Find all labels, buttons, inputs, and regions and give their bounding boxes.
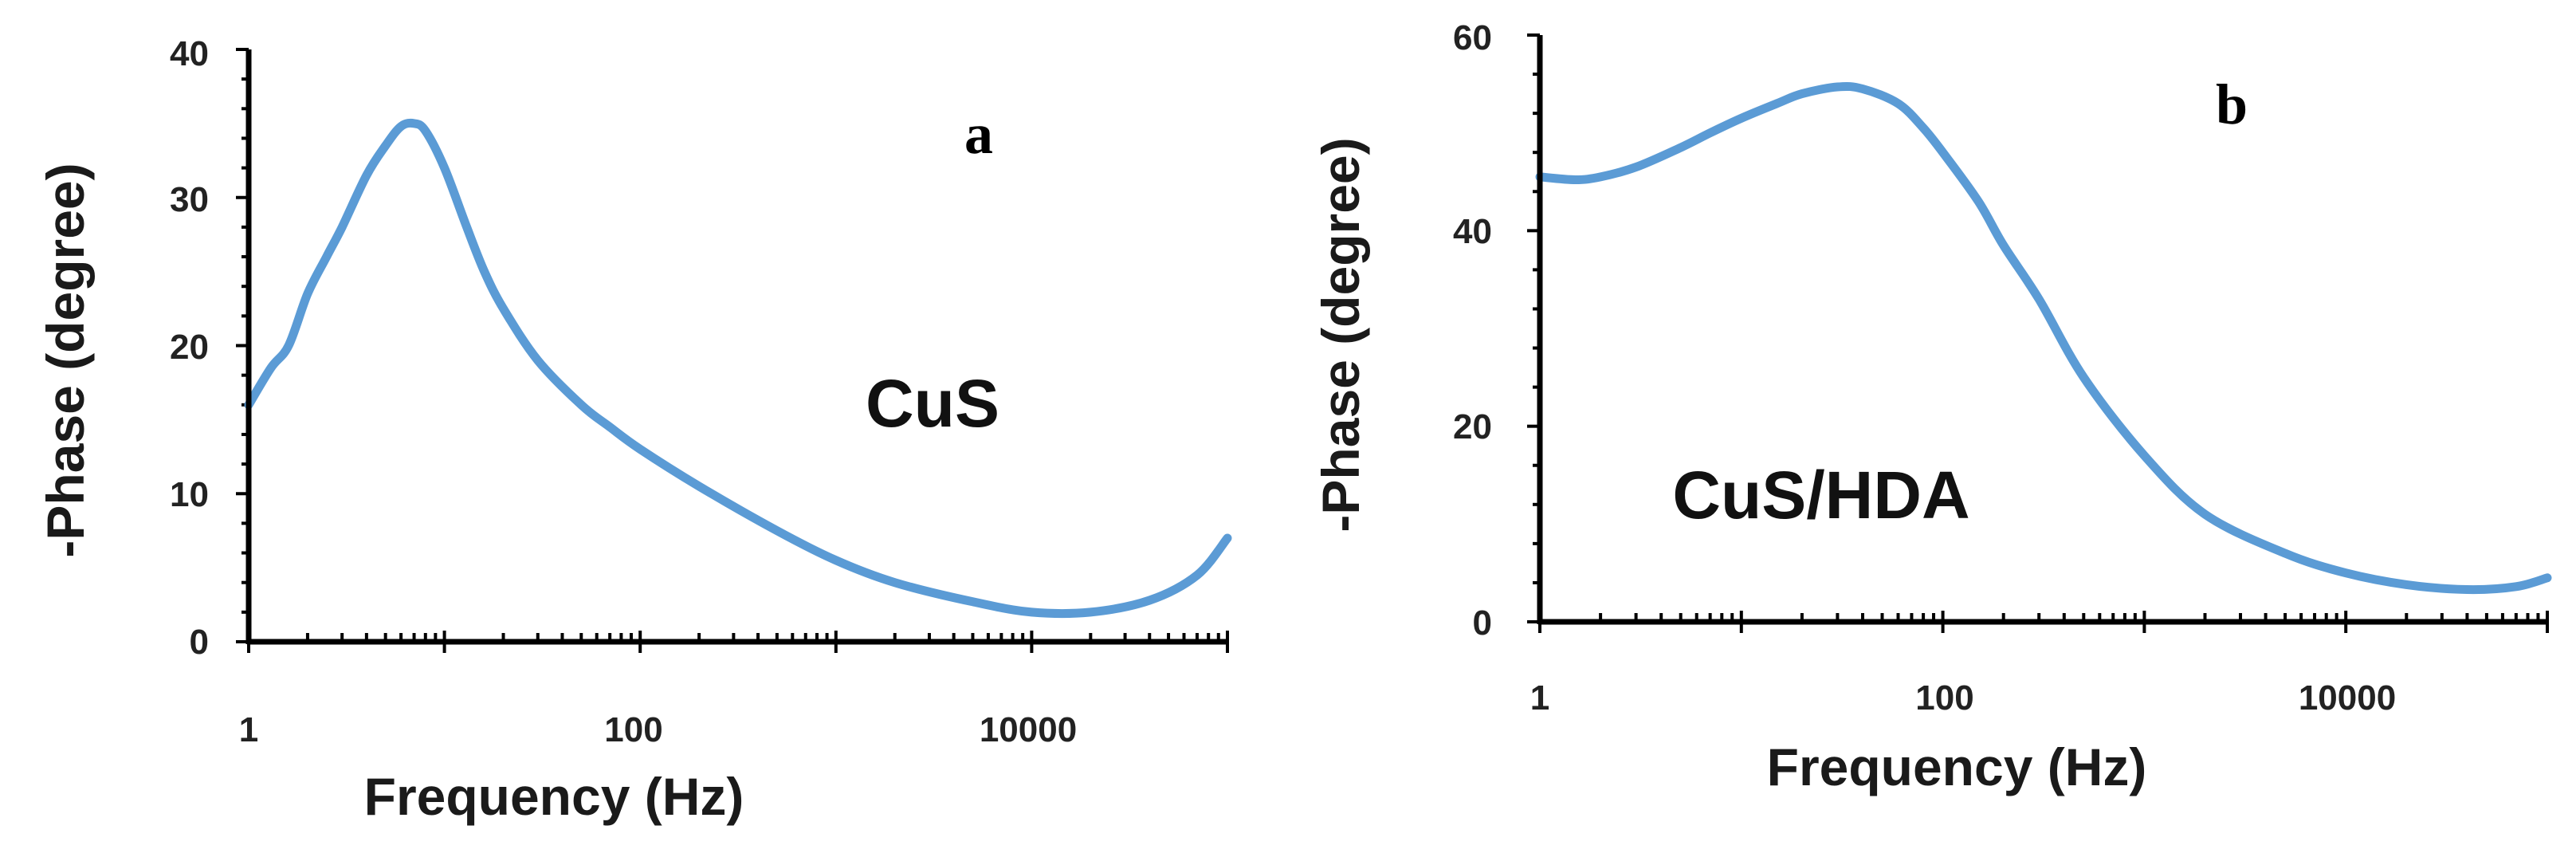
series-label-cus-hda: CuS/HDA — [1672, 458, 1969, 533]
y-axis-title: -Phase (degree) — [1311, 137, 1370, 532]
y-tick-label: 40 — [170, 34, 209, 73]
y-tick-label: 0 — [190, 623, 209, 662]
series-line-cus-hda — [1535, 81, 2552, 595]
y-tick-label: 60 — [1453, 18, 1492, 57]
y-tick-label: 30 — [170, 180, 209, 219]
x-tick-label: 10000 — [980, 710, 1077, 749]
x-tick-label: 1 — [1530, 678, 1549, 718]
y-tick-label: 0 — [1473, 603, 1492, 643]
series-line-cus — [244, 118, 1232, 619]
y-tick-label: 20 — [170, 328, 209, 367]
x-tick-label: 100 — [1915, 678, 1973, 718]
y-tick-label: 10 — [170, 475, 209, 514]
x-axis-title: Frequency (Hz) — [1767, 737, 2147, 796]
x-axis-title: Frequency (Hz) — [364, 767, 744, 826]
y-tick-label: 40 — [1453, 212, 1492, 251]
y-tick-label: 20 — [1453, 407, 1492, 446]
chart-panel-a: -Phase (degree) Frequency (Hz) a CuS 0 1… — [36, 34, 1232, 826]
series-label-cus: CuS — [866, 366, 999, 441]
x-tick-label: 10000 — [2299, 678, 2396, 718]
x-tick-label: 100 — [604, 710, 662, 749]
chart-panel-b: -Phase (degree) Frequency (Hz) b CuS/HDA… — [1311, 18, 2552, 796]
panel-letter: b — [2216, 73, 2248, 136]
panel-letter: a — [964, 102, 993, 166]
x-tick-label: 1 — [239, 710, 258, 749]
y-axis-title: -Phase (degree) — [36, 163, 95, 557]
